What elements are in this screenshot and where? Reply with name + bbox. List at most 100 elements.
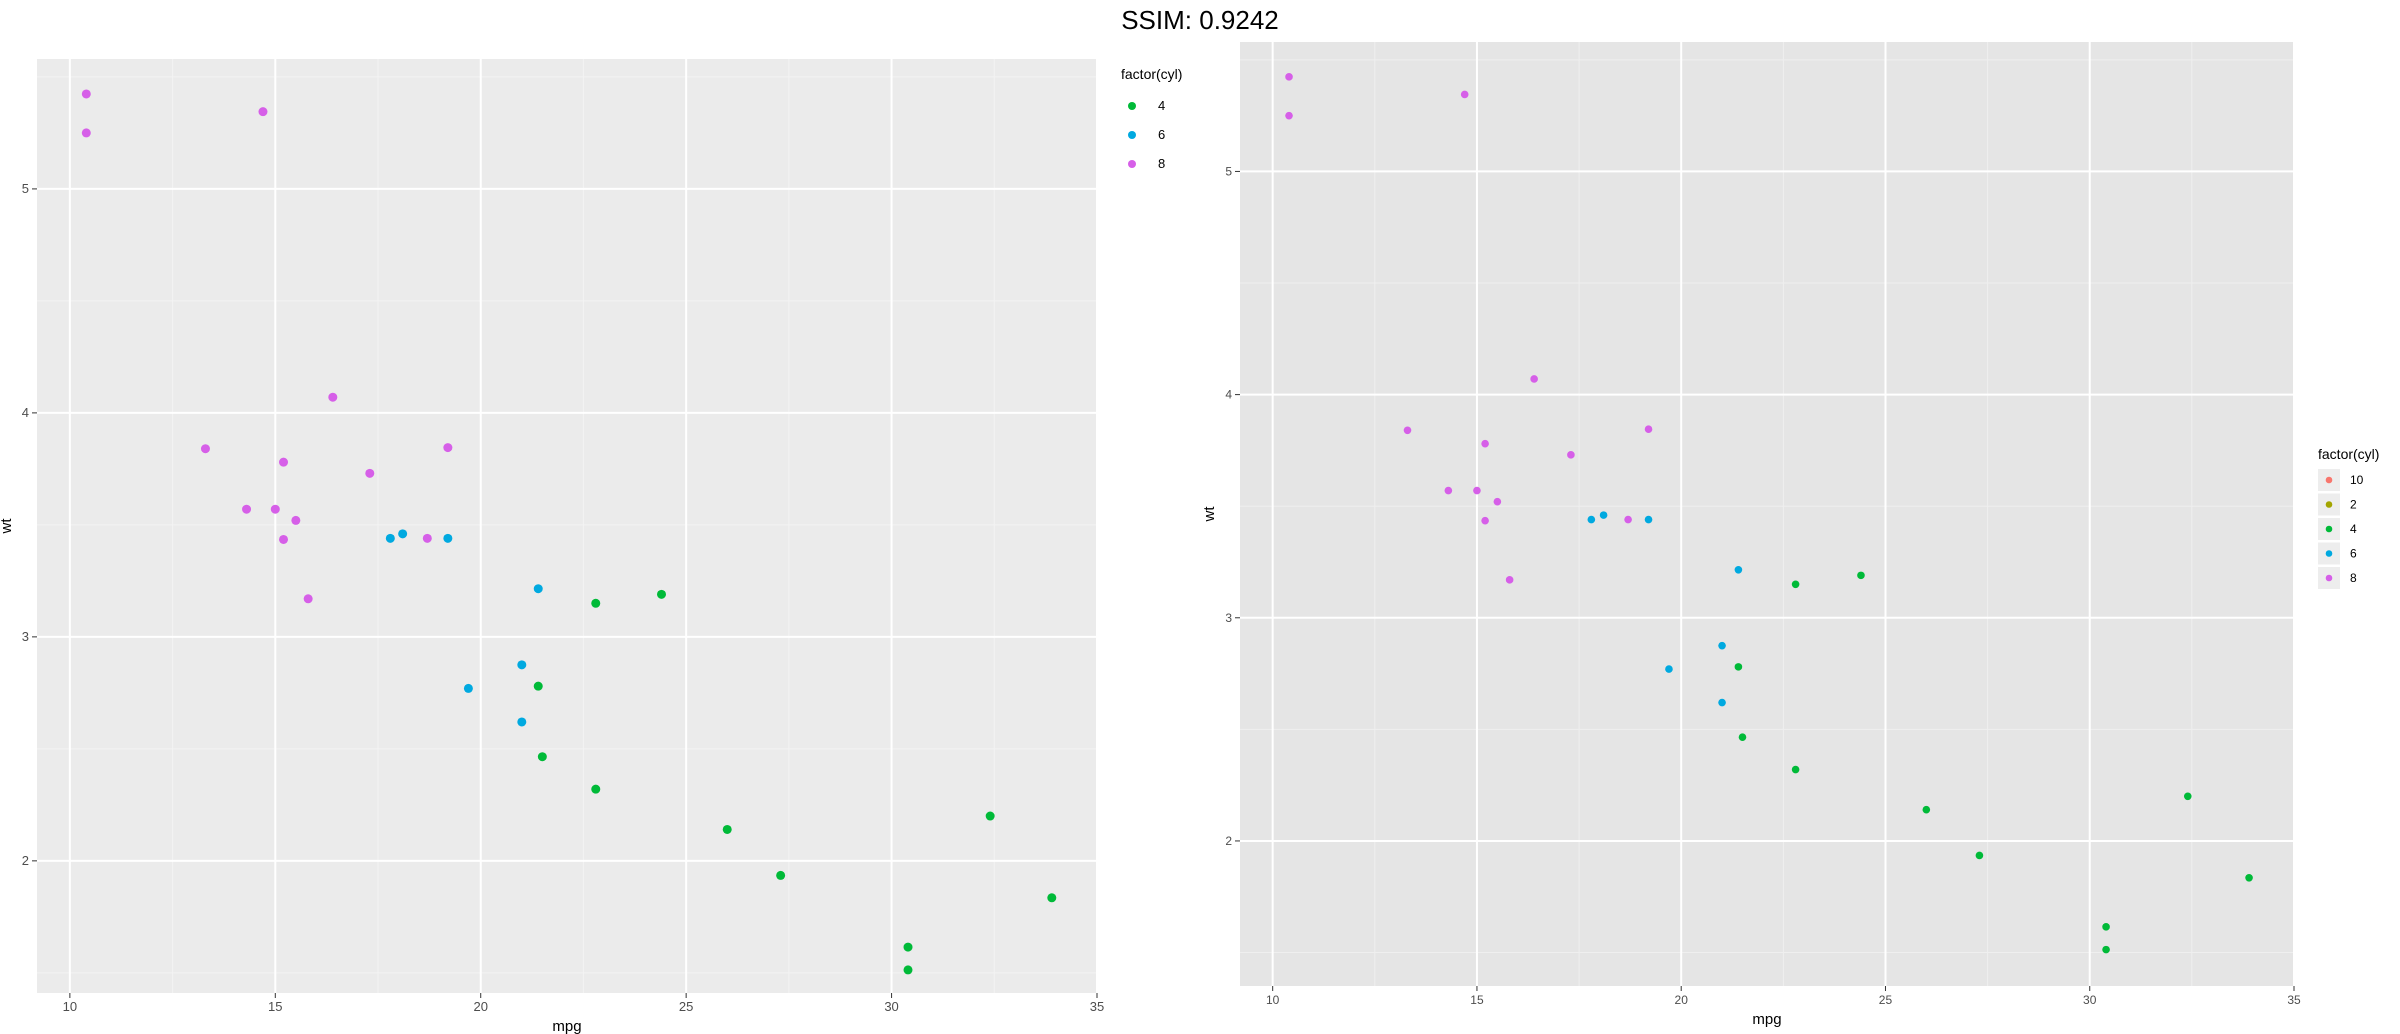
data-point-cyl-8 xyxy=(1460,90,1469,99)
data-point-cyl-8 xyxy=(1285,111,1293,120)
data-point-cyl-6 xyxy=(443,533,453,543)
data-point-cyl-8 xyxy=(303,594,313,604)
data-point-cyl-4 xyxy=(533,681,543,691)
data-point-cyl-6 xyxy=(1665,665,1673,673)
data-point-cyl-6 xyxy=(1718,698,1726,707)
data-point-cyl-8 xyxy=(279,457,289,467)
data-point-cyl-4 xyxy=(1791,580,1800,589)
legend-symbol xyxy=(1128,131,1136,139)
data-point-cyl-4 xyxy=(537,752,547,762)
data-point-cyl-8 xyxy=(1473,486,1481,495)
data-point-cyl-8 xyxy=(258,107,268,117)
data-point-cyl-8 xyxy=(1493,497,1502,506)
y-tick-label: 2 xyxy=(22,853,29,868)
data-point-cyl-4 xyxy=(903,942,913,952)
data-point-cyl-8 xyxy=(1505,576,1514,584)
data-point-cyl-6 xyxy=(1734,565,1743,574)
legend-title: factor(cyl) xyxy=(2318,446,2379,462)
data-point-cyl-4 xyxy=(591,598,601,608)
x-tick-label: 10 xyxy=(1266,993,1280,1007)
data-point-cyl-8 xyxy=(81,128,91,138)
data-point-cyl-8 xyxy=(1567,451,1575,459)
data-point-cyl-6 xyxy=(398,529,408,539)
data-point-cyl-6 xyxy=(533,584,543,594)
data-point-cyl-4 xyxy=(1047,893,1057,903)
legend-label: 8 xyxy=(1158,156,1165,171)
data-point-cyl-6 xyxy=(517,717,527,727)
data-point-cyl-4 xyxy=(903,965,913,975)
legend-label: 10 xyxy=(2350,473,2364,487)
data-point-cyl-4 xyxy=(1734,663,1743,671)
y-axis-title: wt xyxy=(1201,506,1218,523)
data-point-cyl-4 xyxy=(1791,765,1800,774)
data-point-cyl-4 xyxy=(985,811,995,821)
data-point-cyl-6 xyxy=(517,660,527,670)
data-point-cyl-4 xyxy=(1975,851,1984,860)
x-tick-label: 30 xyxy=(884,999,898,1014)
chart-left: 10 15 20 25 30 35 2 3 4 5 mpg wt factor(cyl) 4 6 8 xyxy=(0,59,1182,1034)
legend-label: 2 xyxy=(2350,498,2357,512)
legend-symbol xyxy=(2325,574,2333,582)
x-tick-label: 25 xyxy=(679,999,693,1014)
x-tick-label: 35 xyxy=(2287,993,2301,1007)
legend-symbol xyxy=(1128,160,1136,168)
data-point-cyl-4 xyxy=(2245,873,2253,882)
x-tick-label: 15 xyxy=(268,999,282,1014)
data-point-cyl-8 xyxy=(422,533,432,543)
data-point-cyl-8 xyxy=(365,468,375,478)
data-point-cyl-8 xyxy=(1403,426,1412,435)
x-tick-label: 35 xyxy=(1090,999,1104,1014)
data-point-cyl-4 xyxy=(591,784,601,794)
data-point-cyl-4 xyxy=(722,824,732,834)
x-tick-label: 20 xyxy=(1675,993,1689,1007)
chart-right: 10 15 20 25 30 35 2 3 4 5 mpg wt factor(cyl) 10 2 4 6 8 xyxy=(1201,42,2379,1028)
data-point-cyl-4 xyxy=(2102,945,2110,954)
data-point-cyl-4 xyxy=(1922,805,1931,814)
y-tick-label: 4 xyxy=(1225,388,1232,402)
data-point-cyl-8 xyxy=(279,534,289,544)
data-point-cyl-6 xyxy=(1644,515,1653,524)
plot-panel xyxy=(1240,42,2294,986)
data-point-cyl-8 xyxy=(200,444,210,454)
x-axis-title: mpg xyxy=(1752,1011,1781,1028)
y-tick-label: 4 xyxy=(22,405,29,420)
legend-symbol xyxy=(2325,476,2333,484)
x-tick-label: 25 xyxy=(1879,993,1893,1007)
data-point-cyl-6 xyxy=(1587,515,1596,524)
y-tick-label: 2 xyxy=(1225,834,1232,848)
data-point-cyl-8 xyxy=(1444,486,1453,495)
data-point-cyl-6 xyxy=(463,683,473,693)
data-point-cyl-6 xyxy=(1718,641,1726,650)
legend-label: 4 xyxy=(1158,98,1165,113)
y-tick-label: 3 xyxy=(1225,611,1232,625)
data-point-cyl-8 xyxy=(1481,516,1489,525)
y-tick-label: 3 xyxy=(22,629,29,644)
data-point-cyl-8 xyxy=(81,89,91,99)
data-point-cyl-8 xyxy=(1481,439,1489,448)
data-point-cyl-8 xyxy=(328,392,338,402)
legend-symbol xyxy=(2325,501,2333,508)
legend-label: 6 xyxy=(1158,127,1165,142)
data-point-cyl-8 xyxy=(443,443,453,453)
data-point-cyl-6 xyxy=(1599,511,1608,519)
data-point-cyl-8 xyxy=(1530,375,1538,383)
page-title: SSIM: 0.9242 xyxy=(1121,5,1279,35)
x-axis-title: mpg xyxy=(552,1018,581,1034)
y-tick-label: 5 xyxy=(1225,164,1232,178)
data-point-cyl-8 xyxy=(1644,425,1653,433)
data-point-cyl-4 xyxy=(2102,923,2110,931)
data-point-cyl-6 xyxy=(385,533,395,543)
data-point-cyl-8 xyxy=(1285,73,1293,81)
data-point-cyl-8 xyxy=(1624,515,1632,524)
legend-symbol xyxy=(2325,525,2333,533)
legend-symbol xyxy=(2325,550,2333,557)
data-point-cyl-8 xyxy=(242,504,252,514)
legend-label: 6 xyxy=(2350,547,2357,561)
data-point-cyl-4 xyxy=(2183,792,2192,801)
data-point-cyl-4 xyxy=(1738,733,1747,741)
data-point-cyl-4 xyxy=(776,870,786,880)
data-point-cyl-8 xyxy=(291,515,301,525)
plot-panel xyxy=(37,59,1097,993)
x-tick-label: 20 xyxy=(473,999,487,1014)
